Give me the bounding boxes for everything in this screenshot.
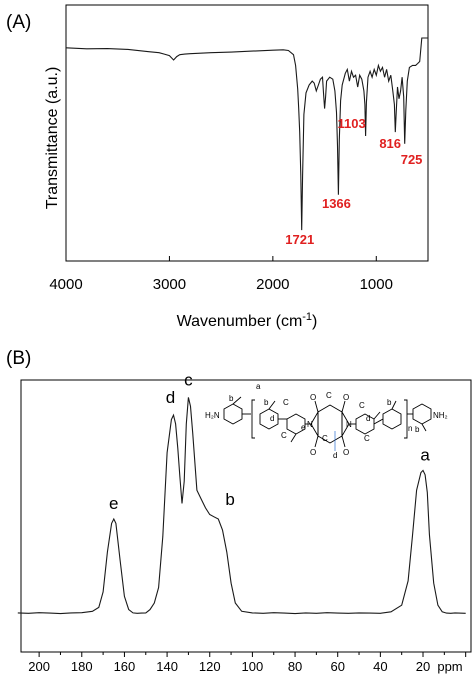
structure-label-c: C xyxy=(281,431,287,440)
peak-annotation-1103: 1103 xyxy=(338,116,366,131)
structure-bracket-left xyxy=(251,399,255,439)
structure-label-b: b xyxy=(264,398,269,407)
structure-ring-3 xyxy=(286,413,306,435)
structure-nh2-right: NH₂ xyxy=(433,411,448,420)
chemical-structure xyxy=(223,396,432,448)
panel-b-x-tick-label: 40 xyxy=(373,659,387,674)
structure-label-d: d xyxy=(366,414,370,423)
panel-b-plot-frame xyxy=(20,379,472,653)
structure-methyl-left xyxy=(232,396,242,405)
structure-label-c: C xyxy=(283,398,289,407)
panel-b-x-ticks xyxy=(38,652,467,657)
chemical-structure-labels: H₂N NH₂ n a b b b b C C C C C C d d d e … xyxy=(205,382,448,460)
structure-label-b: b xyxy=(229,394,234,403)
peak-annotation-816: 816 xyxy=(379,136,401,151)
structure-label-a: a xyxy=(256,382,261,391)
structure-n-subscript: n xyxy=(408,424,412,433)
peak-annotation-725: 725 xyxy=(401,152,423,167)
structure-imide-right xyxy=(341,410,350,438)
structure-bracket-right xyxy=(404,399,408,439)
structure-ring-6 xyxy=(382,408,402,430)
structure-o-atom: O xyxy=(343,448,349,457)
structure-label-c: C xyxy=(359,401,365,410)
structure-carbonyl xyxy=(314,400,319,413)
panel-a-label: (A) xyxy=(6,12,31,33)
nmr-spectrum-line xyxy=(17,397,466,615)
structure-o-atom: O xyxy=(343,393,349,402)
structure-n-atom: N xyxy=(307,420,313,429)
panel-b-x-tick-label: 200 xyxy=(28,659,50,674)
panel-a-x-tick-label: 4000 xyxy=(49,276,82,293)
structure-o-atom: O xyxy=(310,393,316,402)
panel-a-x-tick-label: 2000 xyxy=(256,276,289,293)
structure-ring-2 xyxy=(259,408,279,430)
structure-methyl-6 xyxy=(391,400,397,410)
peak-label-e: e xyxy=(109,494,118,513)
panel-b-label: (B) xyxy=(6,348,31,369)
peak-annotation-1721: 1721 xyxy=(285,232,314,247)
structure-carbonyl xyxy=(341,435,346,448)
panel-a-x-ticks xyxy=(65,256,377,261)
ftir-spectrum-line xyxy=(65,37,428,231)
peak-label-c: c xyxy=(184,370,193,389)
structure-label-c: C xyxy=(322,434,328,443)
structure-nh2-left: H₂N xyxy=(205,411,220,420)
structure-methyl-3 xyxy=(290,433,297,443)
structure-label-d: d xyxy=(270,414,274,423)
structure-carbonyl xyxy=(314,435,319,448)
panel-a: (A) 4000 3000 2000 1000 172113661103816725 … xyxy=(6,4,429,330)
structure-ring-5 xyxy=(355,413,375,435)
panel-b-x-tick-label: 80 xyxy=(288,659,302,674)
panel-b-x-tick-labels: 200 180 160 140 120 100 80 60 40 20 xyxy=(28,659,430,674)
panel-b-x-tick-label: 60 xyxy=(330,659,344,674)
panel-b-x-tick-label: 100 xyxy=(242,659,264,674)
structure-label-b: b xyxy=(415,425,420,434)
panel-b-x-tick-label: 180 xyxy=(71,659,93,674)
panel-b-x-tick-label: 120 xyxy=(199,659,221,674)
structure-ring-right-terminal xyxy=(412,403,432,425)
panel-a-x-axis-title: Wavenumber (cm-1) xyxy=(177,311,318,330)
structure-label-c: C xyxy=(364,434,370,443)
structure-label-d: d xyxy=(333,451,337,460)
structure-carbonyl xyxy=(341,400,346,413)
structure-o-atom: O xyxy=(310,448,316,457)
panel-b-x-tick-label: 20 xyxy=(416,659,430,674)
structure-label-e: e xyxy=(301,423,306,432)
structure-label-c: C xyxy=(326,391,332,400)
structure-label-b: b xyxy=(387,398,392,407)
panel-a-plot-frame xyxy=(65,4,429,262)
peak-label-d: d xyxy=(166,388,175,407)
peak-label-b: b xyxy=(225,490,234,509)
panel-a-x-tick-label: 3000 xyxy=(153,276,186,293)
structure-methyl-2 xyxy=(268,400,276,410)
structure-methyl-right xyxy=(421,423,427,432)
peak-label-a: a xyxy=(420,445,430,464)
structure-n-atom: N xyxy=(346,420,352,429)
panel-a-x-axis-title-close: ) xyxy=(312,313,317,330)
panel-b-x-tick-label: 160 xyxy=(114,659,136,674)
panel-a-x-tick-label: 1000 xyxy=(360,276,393,293)
panel-b-x-tick-label: 140 xyxy=(156,659,178,674)
panel-a-x-axis-title-main: Wavenumber (cm xyxy=(177,313,303,330)
structure-bond xyxy=(373,418,384,425)
panel-b-x-axis-title: ppm xyxy=(437,659,462,674)
structure-methyl-5 xyxy=(373,411,381,420)
panel-a-y-axis-title: Transmittance (a.u.) xyxy=(44,67,61,210)
structure-ring-left-terminal xyxy=(223,403,243,425)
panel-a-x-tick-labels: 4000 3000 2000 1000 xyxy=(49,276,393,293)
peak-annotation-1366: 1366 xyxy=(322,196,351,211)
panel-a-x-axis-title-sup: -1 xyxy=(302,311,312,323)
